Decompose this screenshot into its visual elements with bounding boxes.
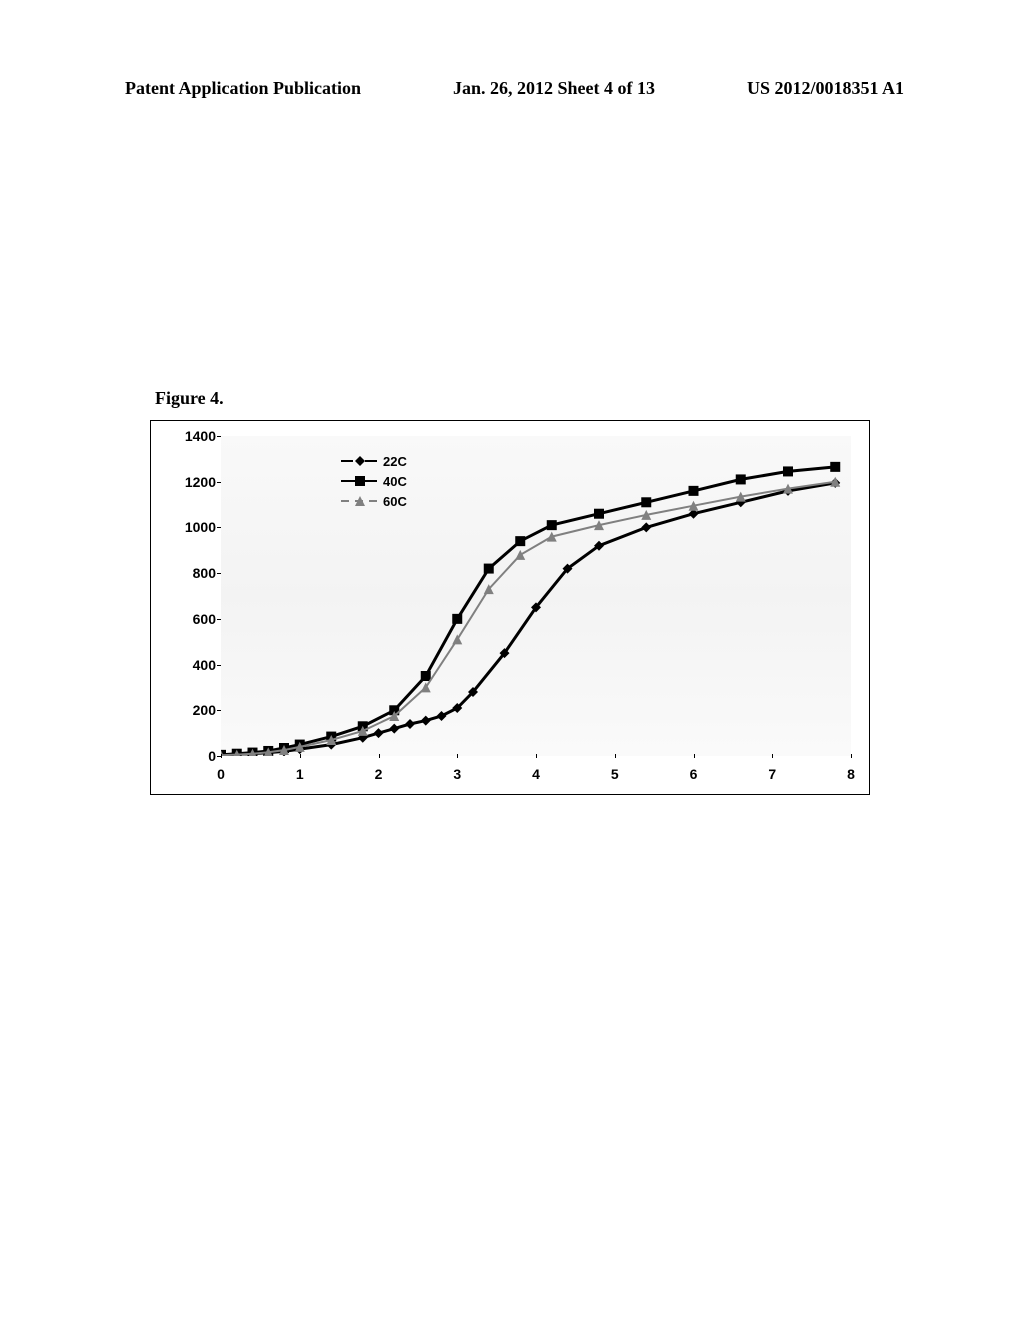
series-marker-40C	[421, 671, 431, 681]
y-tick-label: 1000	[161, 519, 216, 535]
legend-swatch-40c	[341, 474, 377, 488]
x-tick-label: 6	[690, 766, 698, 782]
y-tick-mark	[217, 482, 221, 483]
series-marker-60C	[515, 550, 525, 560]
y-tick-label: 400	[161, 657, 216, 673]
chart-legend: 22C 40C 60C	[341, 451, 407, 511]
y-tick-mark	[217, 665, 221, 666]
series-marker-60C	[452, 634, 462, 644]
y-tick-label: 1200	[161, 474, 216, 490]
series-marker-22C	[421, 716, 431, 726]
legend-label: 40C	[383, 474, 407, 489]
series-marker-40C	[783, 466, 793, 476]
x-tick-label: 7	[768, 766, 776, 782]
series-marker-40C	[830, 462, 840, 472]
y-tick-mark	[217, 436, 221, 437]
series-marker-40C	[736, 474, 746, 484]
x-tick-label: 3	[453, 766, 461, 782]
series-marker-22C	[641, 522, 651, 532]
series-marker-40C	[452, 614, 462, 624]
plot-area	[221, 436, 851, 756]
series-marker-40C	[484, 564, 494, 574]
x-tick-label: 1	[296, 766, 304, 782]
series-marker-40C	[594, 509, 604, 519]
y-tick-label: 1400	[161, 428, 216, 444]
y-tick-label: 200	[161, 702, 216, 718]
y-tick-mark	[217, 619, 221, 620]
y-tick-mark	[217, 573, 221, 574]
y-tick-label: 0	[161, 748, 216, 764]
legend-item-60c: 60C	[341, 491, 407, 511]
triangle-icon	[355, 496, 365, 506]
x-tick-label: 0	[217, 766, 225, 782]
x-tick-mark	[379, 754, 380, 758]
x-tick-label: 4	[532, 766, 540, 782]
series-marker-22C	[374, 728, 384, 738]
series-marker-22C	[389, 724, 399, 734]
legend-label: 22C	[383, 454, 407, 469]
y-tick-label: 800	[161, 565, 216, 581]
y-tick-mark	[217, 527, 221, 528]
header-center: Jan. 26, 2012 Sheet 4 of 13	[453, 78, 655, 99]
diamond-icon	[355, 456, 365, 466]
series-marker-22C	[437, 711, 447, 721]
figure-caption: Figure 4.	[155, 388, 224, 409]
chart-svg	[221, 436, 851, 756]
x-tick-mark	[772, 754, 773, 758]
x-tick-label: 2	[375, 766, 383, 782]
y-tick-mark	[217, 710, 221, 711]
x-tick-mark	[300, 754, 301, 758]
x-tick-mark	[221, 754, 222, 758]
page-header: Patent Application Publication Jan. 26, …	[0, 78, 1024, 99]
series-line-22C	[221, 483, 835, 755]
legend-swatch-22c	[341, 454, 377, 468]
series-marker-40C	[641, 497, 651, 507]
series-marker-22C	[405, 719, 415, 729]
square-icon	[355, 476, 365, 486]
y-tick-label: 600	[161, 611, 216, 627]
x-tick-mark	[851, 754, 852, 758]
chart-container: 22C 40C 60C 0 200 400 600 800 1000 1200 1400 0 1…	[150, 420, 870, 795]
x-tick-mark	[615, 754, 616, 758]
x-tick-label: 5	[611, 766, 619, 782]
header-right: US 2012/0018351 A1	[747, 78, 904, 99]
x-tick-mark	[694, 754, 695, 758]
x-tick-mark	[536, 754, 537, 758]
x-tick-label: 8	[847, 766, 855, 782]
series-marker-40C	[689, 486, 699, 496]
series-marker-40C	[547, 520, 557, 530]
legend-swatch-60c	[341, 494, 377, 508]
legend-label: 60C	[383, 494, 407, 509]
legend-item-40c: 40C	[341, 471, 407, 491]
series-marker-40C	[515, 536, 525, 546]
series-line-40C	[221, 467, 835, 755]
x-tick-mark	[457, 754, 458, 758]
legend-item-22c: 22C	[341, 451, 407, 471]
header-left: Patent Application Publication	[125, 78, 361, 99]
